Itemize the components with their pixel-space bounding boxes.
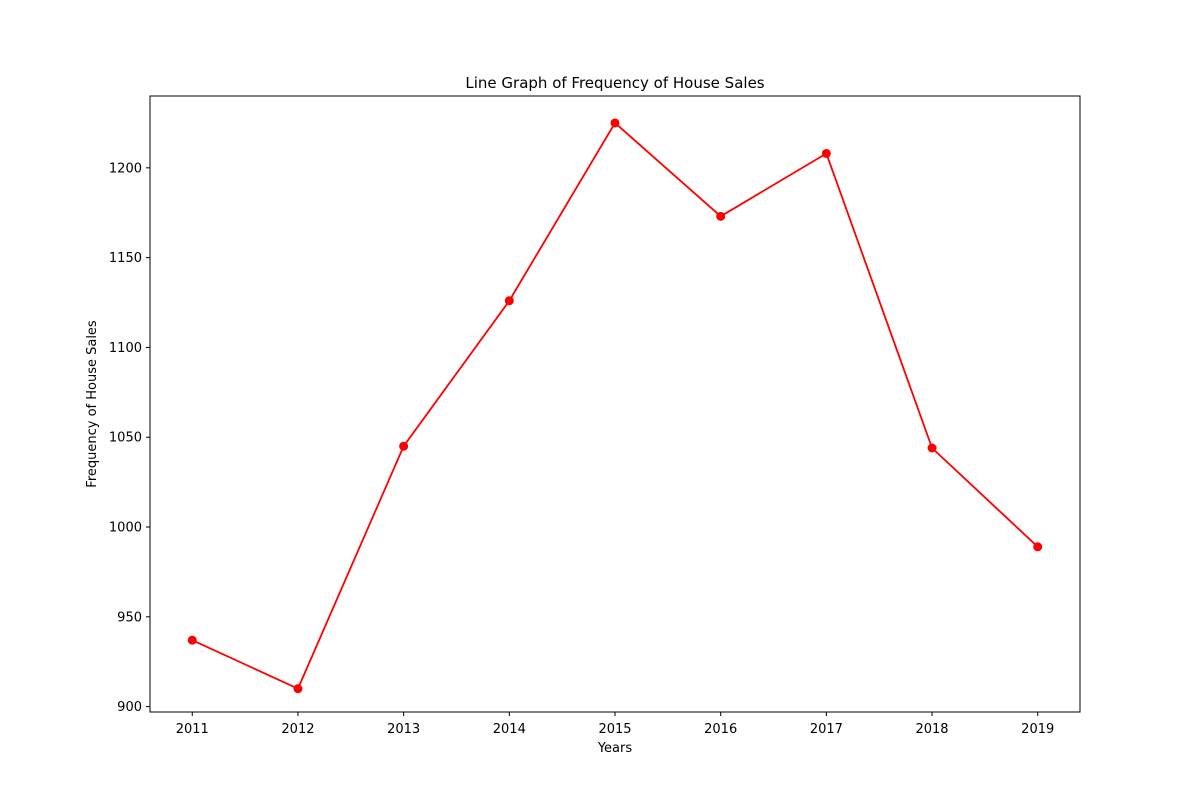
- plot-area-frame: [149, 95, 1081, 713]
- data-point: [293, 684, 303, 694]
- y-tick-label: 1150: [109, 251, 142, 266]
- x-tick-label: 2015: [598, 722, 631, 737]
- y-axis: 900 950 1000 1050 1100 1150 1200: [109, 161, 150, 715]
- y-tick-label: 1200: [109, 161, 142, 176]
- x-tick-label: 2019: [1021, 722, 1054, 737]
- x-tick-label: 2013: [387, 722, 420, 737]
- series-layer: [187, 118, 1043, 694]
- y-axis-title: Frequency of House Sales: [85, 320, 100, 488]
- x-tick-label: 2018: [915, 722, 948, 737]
- x-axis-title: Years: [597, 741, 633, 756]
- data-point: [821, 148, 831, 158]
- x-tick-label: 2016: [704, 722, 737, 737]
- data-point: [504, 296, 514, 306]
- y-tick-label: 950: [117, 610, 142, 625]
- y-tick-label: 900: [117, 700, 142, 715]
- x-axis: 2011 2012 2013 2014 2015 2016 2017 2018 2019: [176, 712, 1054, 737]
- x-tick-label: 2012: [281, 722, 314, 737]
- y-tick-label: 1000: [109, 521, 142, 536]
- x-tick-label: 2011: [176, 722, 209, 737]
- x-tick-label: 2014: [493, 722, 526, 737]
- x-tick-label: 2017: [810, 722, 843, 737]
- data-point: [927, 443, 937, 453]
- data-point: [716, 211, 726, 221]
- data-point: [399, 441, 409, 451]
- data-point: [610, 118, 620, 128]
- y-tick-label: 1100: [109, 341, 142, 356]
- data-point: [1033, 542, 1043, 552]
- data-point: [187, 635, 197, 645]
- series-line: [191, 122, 1039, 690]
- y-tick-label: 1050: [109, 431, 142, 446]
- chart-title: Line Graph of Frequency of House Sales: [465, 74, 764, 92]
